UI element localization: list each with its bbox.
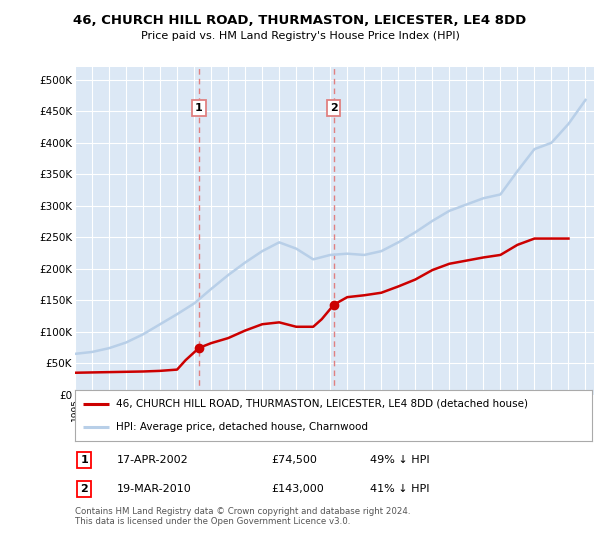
Text: Contains HM Land Registry data © Crown copyright and database right 2024.
This d: Contains HM Land Registry data © Crown c… (75, 507, 410, 526)
Text: HPI: Average price, detached house, Charnwood: HPI: Average price, detached house, Char… (116, 422, 368, 432)
Text: 19-MAR-2010: 19-MAR-2010 (116, 484, 191, 494)
Text: 46, CHURCH HILL ROAD, THURMASTON, LEICESTER, LE4 8DD: 46, CHURCH HILL ROAD, THURMASTON, LEICES… (73, 14, 527, 27)
Text: 1: 1 (195, 103, 203, 113)
Text: 41% ↓ HPI: 41% ↓ HPI (370, 484, 430, 494)
Text: 1: 1 (80, 455, 88, 465)
Text: £143,000: £143,000 (272, 484, 324, 494)
Text: 17-APR-2002: 17-APR-2002 (116, 455, 188, 465)
Text: 2: 2 (80, 484, 88, 494)
Text: Price paid vs. HM Land Registry's House Price Index (HPI): Price paid vs. HM Land Registry's House … (140, 31, 460, 41)
Text: 46, CHURCH HILL ROAD, THURMASTON, LEICESTER, LE4 8DD (detached house): 46, CHURCH HILL ROAD, THURMASTON, LEICES… (116, 399, 529, 409)
Text: £74,500: £74,500 (272, 455, 317, 465)
Text: 49% ↓ HPI: 49% ↓ HPI (370, 455, 430, 465)
Text: 2: 2 (330, 103, 338, 113)
